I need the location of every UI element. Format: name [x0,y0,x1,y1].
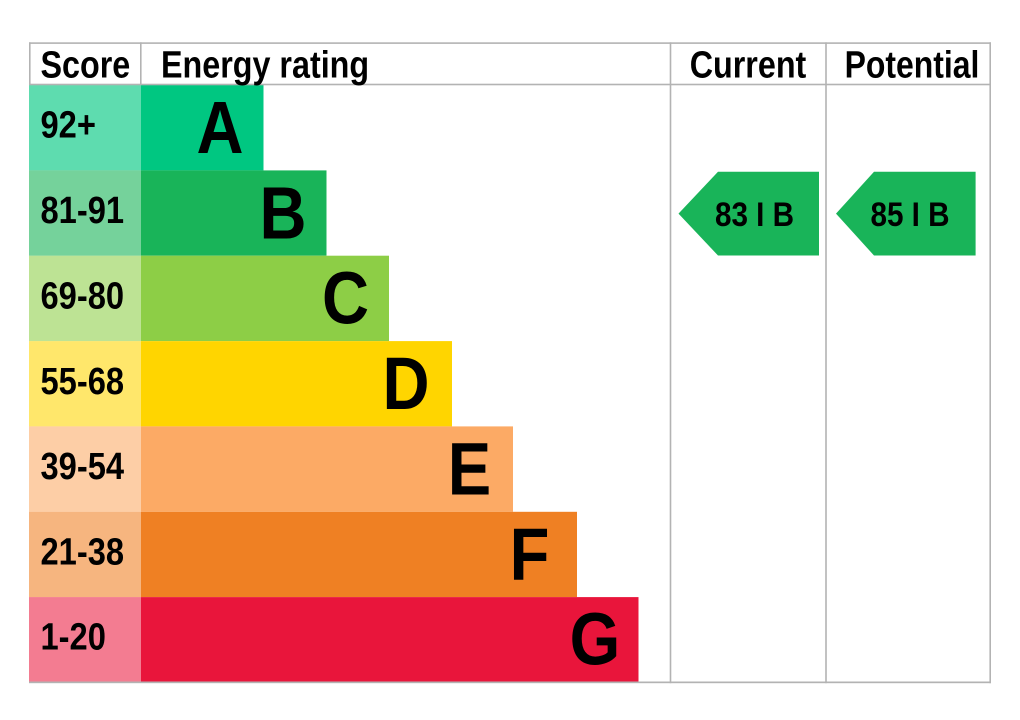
svg-text:F: F [510,513,550,596]
svg-text:83 I B: 83 I B [715,195,794,234]
svg-text:1-20: 1-20 [41,615,106,658]
svg-text:B: B [259,172,306,255]
svg-text:D: D [382,342,429,425]
svg-text:39-54: 39-54 [41,445,125,488]
svg-text:Potential: Potential [845,44,980,86]
svg-text:85 I B: 85 I B [870,195,949,234]
svg-text:21-38: 21-38 [41,530,125,573]
svg-text:Energy rating: Energy rating [161,44,369,86]
svg-text:69-80: 69-80 [41,274,125,317]
svg-text:C: C [322,257,369,340]
svg-text:81-91: 81-91 [41,189,125,232]
svg-text:E: E [448,428,491,511]
svg-text:55-68: 55-68 [41,359,125,402]
svg-text:Score: Score [41,44,131,86]
svg-text:92+: 92+ [41,103,96,146]
svg-text:A: A [196,86,243,169]
svg-text:G: G [570,598,621,681]
svg-text:Current: Current [690,44,807,86]
